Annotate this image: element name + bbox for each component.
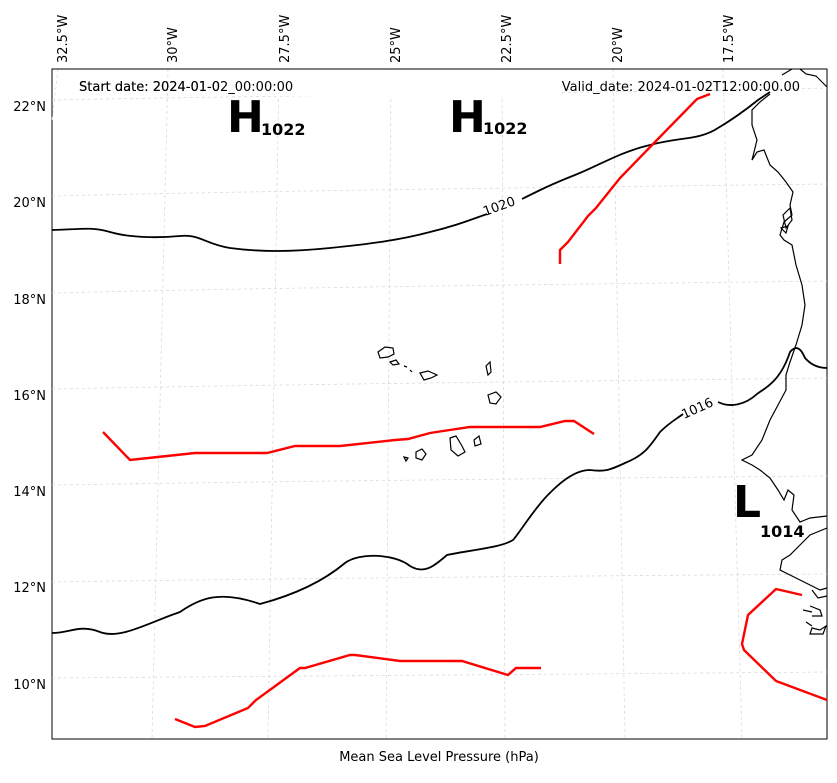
front-east <box>740 587 828 702</box>
pressure-centers: H 1022 H 1022 L 1014 <box>227 92 805 541</box>
front-middle <box>102 419 595 462</box>
front-north <box>558 92 711 264</box>
lon-tick-17-5w: 17.5°W <box>722 15 737 63</box>
lon-tick-32-5w: 32.5°W <box>56 15 71 63</box>
lat-tick-16n: 16°N <box>13 389 46 404</box>
lon-tick-25w: 25°W <box>389 27 404 63</box>
isobars <box>51 91 828 635</box>
high-center-symbol: H <box>449 92 486 143</box>
low-center-symbol: L <box>733 477 761 528</box>
lat-tick-22n: 22°N <box>13 100 46 115</box>
longitude-ticks: 32.5°W 30°W 27.5°W 25°W 22.5°W 20°W 17.5… <box>56 15 737 63</box>
lat-tick-14n: 14°N <box>13 485 46 500</box>
low-center-value: 1014 <box>760 522 805 541</box>
valid-date: Valid_date: 2024-01-02T12:00:00.00 <box>562 80 800 95</box>
lat-tick-18n: 18°N <box>13 293 46 308</box>
lon-tick-27-5w: 27.5°W <box>278 15 293 63</box>
lat-tick-12n: 12°N <box>13 581 46 596</box>
coastline <box>377 68 828 635</box>
isobar-1020 <box>51 213 488 252</box>
high-center-symbol: H <box>227 92 264 143</box>
x-axis-label: Mean Sea Level Pressure (hPa) <box>339 750 539 765</box>
isobar-1016 <box>51 413 684 635</box>
isobar-1016-b <box>717 347 828 406</box>
symbol-mask <box>220 70 560 96</box>
lat-tick-20n: 20°N <box>13 196 46 211</box>
graticule <box>51 68 828 740</box>
start-date-overlay: Start date: 2024-01-02_00:00:00 <box>79 80 293 95</box>
high-center-value: 1022 <box>483 119 528 138</box>
lat-tick-10n: 10°N <box>13 678 46 693</box>
lon-tick-22-5w: 22.5°W <box>500 15 515 63</box>
front-south <box>174 653 541 729</box>
lon-tick-30w: 30°W <box>166 27 181 63</box>
latitude-ticks: 22°N 20°N 18°N 16°N 14°N 12°N 10°N <box>13 100 46 693</box>
fronts <box>102 92 828 729</box>
high-center-value: 1022 <box>261 120 306 139</box>
map-frame <box>51 68 828 740</box>
lon-tick-20w: 20°W <box>611 27 626 63</box>
isobar-1020-b <box>521 91 771 200</box>
